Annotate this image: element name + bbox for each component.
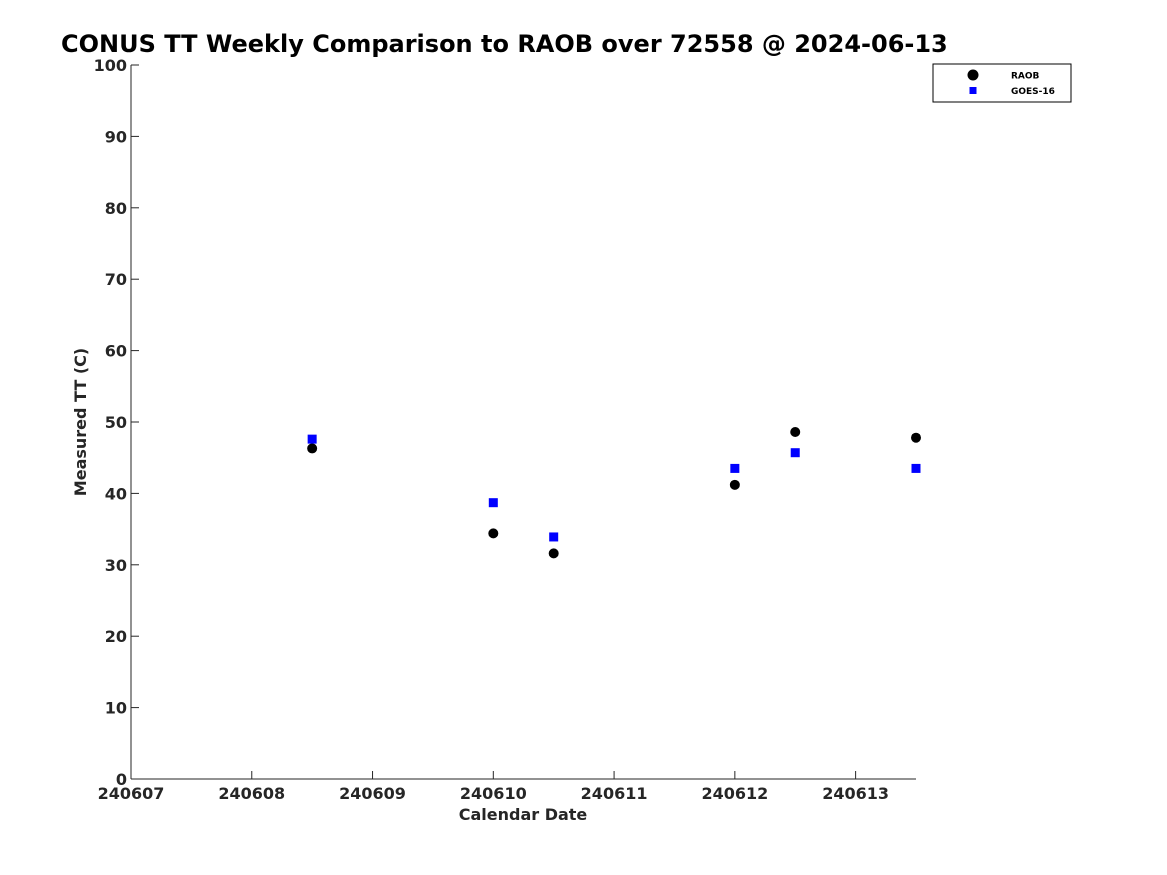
x-axis-label: Calendar Date (459, 805, 588, 824)
legend: RAOB GOES-16 (932, 63, 1072, 103)
goes-16-point (790, 448, 800, 458)
x-tick-label: 240608 (218, 784, 285, 803)
x-tick-label: 240610 (460, 784, 527, 803)
x-tick-label: 240612 (701, 784, 768, 803)
goes-16-point (307, 434, 317, 444)
goes-16-point (549, 532, 559, 542)
raob-point (488, 528, 499, 539)
legend-goes-16-label: GOES-16 (1011, 87, 1055, 97)
x-tick-label: 240613 (822, 784, 889, 803)
data-marks (307, 426, 921, 559)
legend-goes-16-marker (969, 87, 977, 94)
goes-16-point (911, 463, 921, 473)
y-tick-label: 90 (105, 127, 127, 146)
x-tick-label: 240611 (581, 784, 648, 803)
raob-point (548, 548, 559, 559)
y-tick-label: 0 (116, 770, 127, 789)
x-tick-label: 240609 (339, 784, 406, 803)
y-tick-label: 100 (94, 56, 127, 75)
chart-title: CONUS TT Weekly Comparison to RAOB over … (61, 30, 948, 58)
raob-point (911, 432, 921, 443)
y-tick-label: 50 (105, 413, 127, 432)
y-tick-label: 70 (105, 270, 127, 289)
raob-point (307, 443, 318, 454)
legend-box (932, 63, 1072, 103)
raob-point (729, 479, 740, 490)
y-tick-label: 80 (105, 199, 127, 218)
axes: 0 10 20 30 40 50 60 70 80 90 100 240607 240608 240609… (94, 56, 916, 803)
goes-16-point (488, 498, 498, 508)
y-axis-label: Measured TT (C) (71, 348, 90, 496)
y-tick-label: 10 (105, 699, 127, 718)
raob-point (790, 426, 801, 437)
y-tick-label: 20 (105, 627, 127, 646)
y-tick-label: 60 (105, 342, 127, 361)
x-tick-label: 240607 (98, 784, 165, 803)
y-tick-label: 30 (105, 556, 127, 575)
goes-16-point (730, 463, 740, 473)
y-tick-label: 40 (105, 484, 127, 503)
legend-raob-label: RAOB (1011, 72, 1040, 82)
legend-raob-marker (967, 69, 979, 81)
